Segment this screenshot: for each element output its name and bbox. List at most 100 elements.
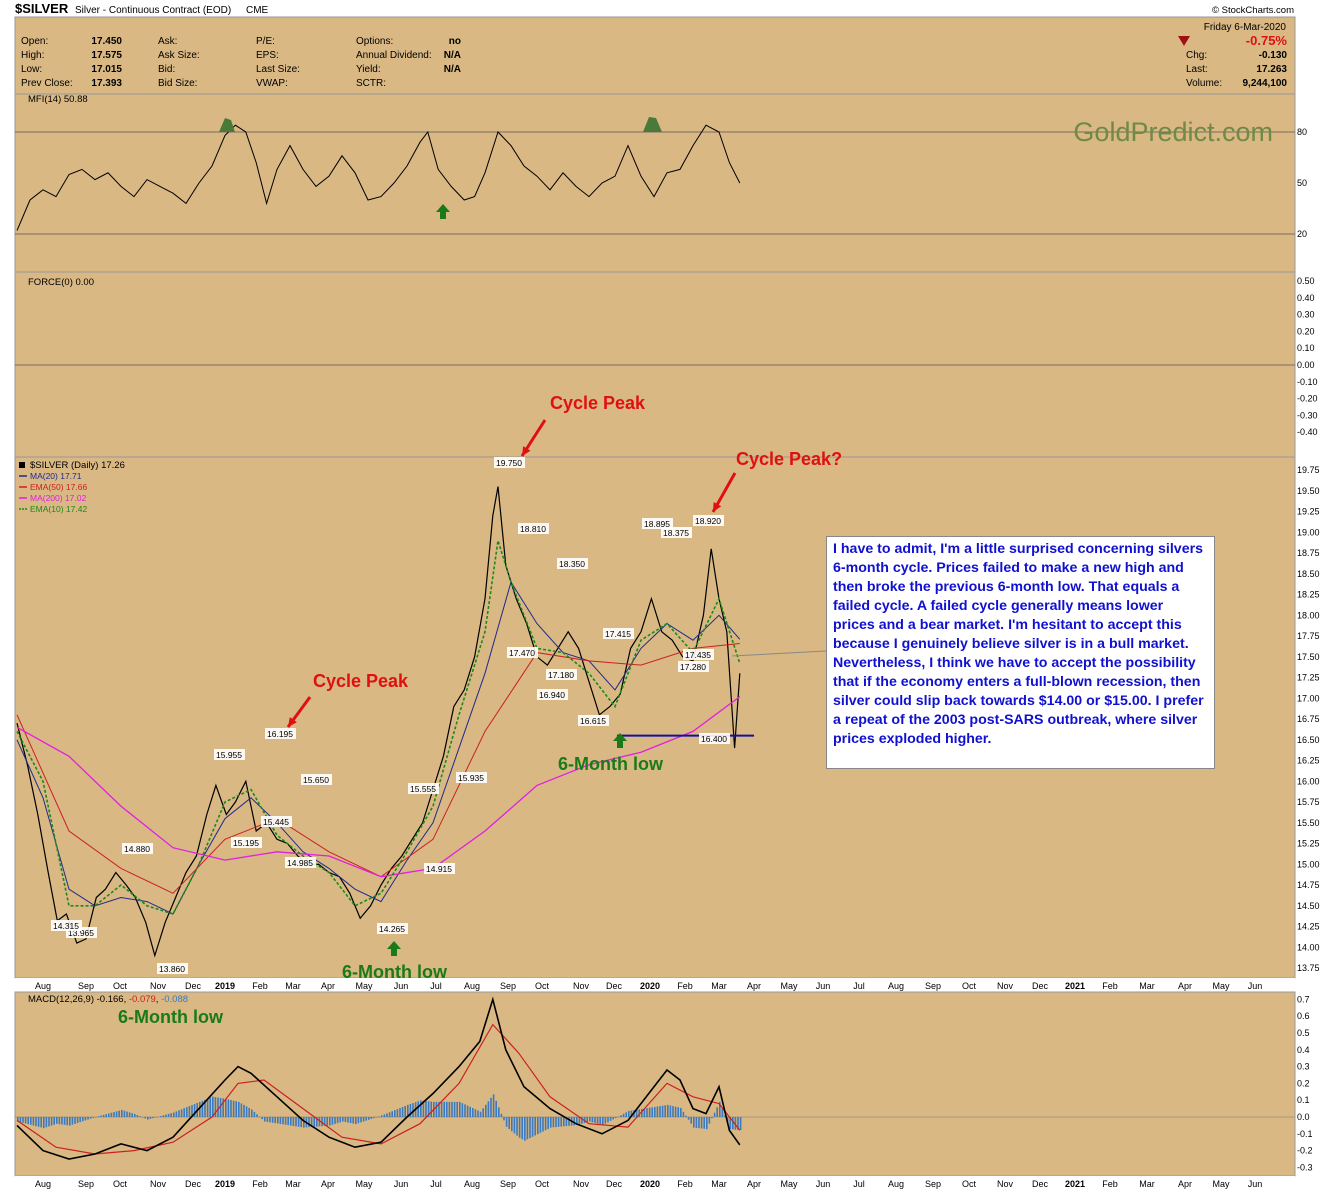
month-label: Oct <box>962 1179 977 1189</box>
price-label-text: 16.195 <box>267 729 293 739</box>
macd-hist-bar <box>729 1117 731 1130</box>
price-label-bg <box>66 927 97 938</box>
macd-hist-bar <box>547 1117 549 1129</box>
macd-hist-bar <box>35 1117 37 1127</box>
macd-hist-bar <box>508 1117 510 1130</box>
price-label: 14.880 <box>122 843 153 854</box>
macd-hist-bar <box>110 1112 113 1117</box>
macd-hist-bar <box>453 1101 456 1117</box>
macd-hist-bar <box>261 1117 263 1120</box>
macd-hist-bar <box>612 1117 614 1120</box>
macd-line <box>16 996 741 1160</box>
macd-hist-bar <box>274 1117 276 1124</box>
macd-hist-bar <box>594 1117 596 1123</box>
commentary-note: I have to admit, I'm a little surprised … <box>826 536 1215 769</box>
price-label-text: 17.280 <box>680 662 706 672</box>
quote-table: Open: 17.450 High: 17.575 Low: 17.015 Prev Clo… <box>21 22 1287 89</box>
macd-hist-bar <box>199 1101 201 1117</box>
macd-hist-bar <box>290 1117 292 1126</box>
macd-hist-bar <box>256 1114 258 1117</box>
month-label: Sep <box>78 1179 94 1189</box>
month-label: Oct <box>113 1179 128 1189</box>
macd-hist-bar <box>578 1117 581 1125</box>
month-label: 2021 <box>1065 1179 1085 1189</box>
quote-label: Yield: <box>356 64 381 75</box>
month-label: Oct <box>113 981 128 991</box>
macd-hist-bar <box>248 1107 250 1117</box>
force-tick-label: 0.20 <box>1297 326 1315 336</box>
macd-hist-bar <box>500 1113 503 1117</box>
macd-hist-bar <box>690 1117 692 1124</box>
month-label: Jun <box>1248 981 1263 991</box>
quote-label: Ask: <box>158 36 177 47</box>
cycle-peak-label-3: Cycle Peak? <box>736 449 842 469</box>
macd-hist-bar <box>466 1105 469 1117</box>
price-label: 17.470 <box>507 647 538 658</box>
macd-hist-bar <box>459 1101 461 1117</box>
month-label: Nov <box>150 1179 167 1189</box>
quote-value: N/A <box>444 50 461 61</box>
month-label: Dec <box>185 981 202 991</box>
macd-hist-bar <box>391 1111 393 1117</box>
macd-hist-bar <box>381 1115 383 1117</box>
force-tick-label: -0.40 <box>1297 427 1318 437</box>
macd-hist-bar <box>24 1117 27 1124</box>
macd-tick-label: -0.2 <box>1297 1146 1313 1156</box>
month-label: May <box>355 1179 373 1189</box>
macd-hist-bar <box>552 1117 555 1128</box>
price-label-bg <box>214 749 245 760</box>
macd-hist-bar <box>568 1117 570 1126</box>
macd-hist-bar <box>659 1106 661 1117</box>
macd-hist-bar <box>544 1117 547 1131</box>
price-label: 14.315 <box>51 920 82 931</box>
macd-tick-label: 0.4 <box>1297 1045 1310 1055</box>
macd-hist-bar <box>628 1110 630 1117</box>
macd-hist-bar <box>438 1101 440 1117</box>
macd-hist-bar <box>412 1103 414 1117</box>
macd-hist-bar <box>92 1117 94 1118</box>
macd-hist-bar <box>48 1117 50 1127</box>
macd-hist-bar <box>646 1108 648 1117</box>
price-tick-label: 15.25 <box>1297 839 1320 849</box>
macd-hist-bar <box>37 1117 40 1127</box>
price-tick-label: 17.25 <box>1297 673 1320 683</box>
month-label: Feb <box>1102 981 1118 991</box>
macd-hist-bar <box>149 1117 152 1119</box>
macd-hist-bar <box>165 1114 167 1117</box>
price-label-bg <box>265 728 296 739</box>
six-month-low-label-2: 6-Month low <box>342 962 448 982</box>
macd-hist-bar <box>131 1113 133 1117</box>
month-label: Aug <box>35 981 51 991</box>
macd-hist-bar <box>617 1116 620 1118</box>
macd-hist-bar <box>279 1117 282 1124</box>
macd-hist-bar <box>84 1117 87 1121</box>
month-label: Mar <box>1139 981 1155 991</box>
macd-hist-bar <box>269 1117 271 1123</box>
macd-hist-bar <box>53 1117 55 1125</box>
macd-hist-bar <box>105 1114 107 1117</box>
month-label: Apr <box>321 981 335 991</box>
macd-hist-bar <box>443 1101 445 1117</box>
force-tick-label: 0.50 <box>1297 276 1315 286</box>
macd-hist-bar <box>716 1107 718 1117</box>
series-line-4 <box>16 540 741 915</box>
price-label-text: 19.750 <box>496 458 522 468</box>
price-label: 16.400 <box>699 733 730 744</box>
month-label: Nov <box>150 981 167 991</box>
month-label: Jun <box>816 981 831 991</box>
legend-entry: MA(20) 17.71 <box>30 471 82 481</box>
macd-hist-bar <box>719 1101 721 1117</box>
month-label: Jul <box>430 1179 442 1189</box>
month-label: Apr <box>1178 1179 1192 1189</box>
cycle-peak-label-1: Cycle Peak <box>550 393 646 413</box>
macd-hist-bar <box>448 1101 451 1117</box>
quote-value: 17.015 <box>91 64 122 75</box>
macd-hist-bar <box>695 1117 698 1128</box>
force-index: 0.50 0.40 0.30 0.20 0.10 0.00 -0.10 -0.20 -0.30 -… <box>15 276 1318 437</box>
macd-hist-bar <box>498 1107 500 1117</box>
macd-hist-bar <box>469 1106 471 1117</box>
macd-hist-bar <box>711 1117 713 1119</box>
month-label: May <box>1212 1179 1230 1189</box>
annotations: Cycle Peak Cycle Peak Cycle Peak? 6-Mont… <box>118 393 842 1027</box>
month-label: Aug <box>464 1179 480 1189</box>
